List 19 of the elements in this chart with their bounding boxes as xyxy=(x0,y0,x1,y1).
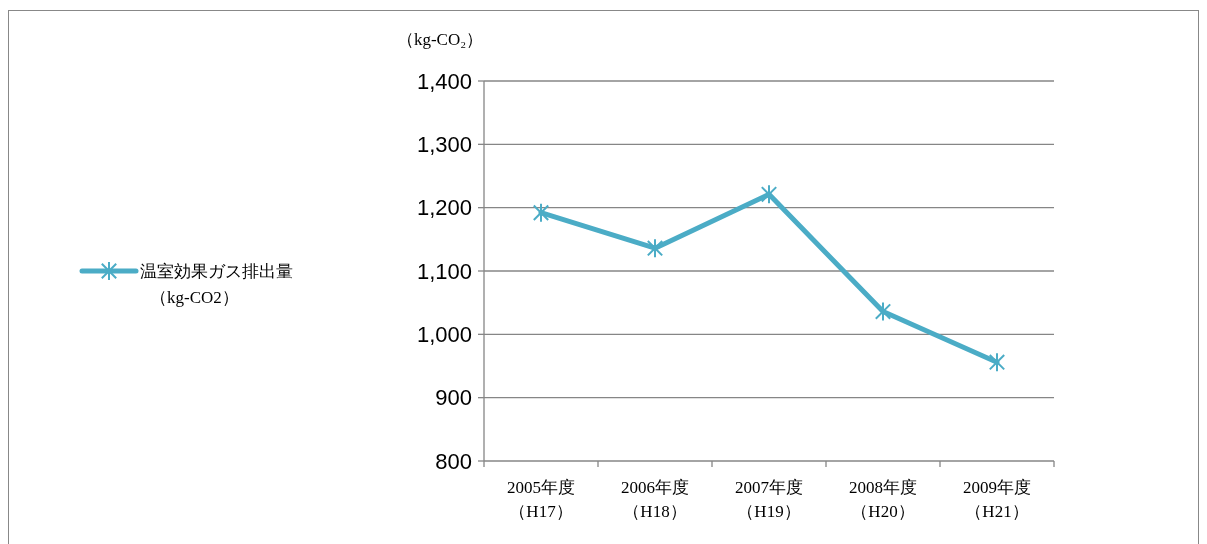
x-tick-label: 2006年度（H18） xyxy=(621,478,689,521)
point xyxy=(646,238,664,259)
y-tick-label: 1,400 xyxy=(416,68,472,94)
y-tick-label: 1,300 xyxy=(416,131,472,157)
point xyxy=(874,301,892,322)
point xyxy=(988,352,1006,373)
legend-label: 温室効果ガス排出量（kg-CO2） xyxy=(140,262,293,307)
point xyxy=(532,202,550,223)
y-tick-label: 800 xyxy=(435,448,472,474)
x-tick-label: 2008年度（H20） xyxy=(849,478,917,521)
x-tick-label: 2005年度（H17） xyxy=(507,478,575,521)
x-tick-label: 2007年度（H19） xyxy=(735,478,803,521)
y-axis-title: （kg-CO₂） xyxy=(396,30,484,49)
y-tick-label: 900 xyxy=(435,385,472,411)
point xyxy=(760,184,778,205)
y-tick-label: 1,200 xyxy=(416,195,472,221)
y-tick-label: 1,000 xyxy=(416,321,472,347)
y-tick-label: 1,100 xyxy=(416,258,472,284)
x-tick-label: 2009年度（H21） xyxy=(963,478,1031,521)
